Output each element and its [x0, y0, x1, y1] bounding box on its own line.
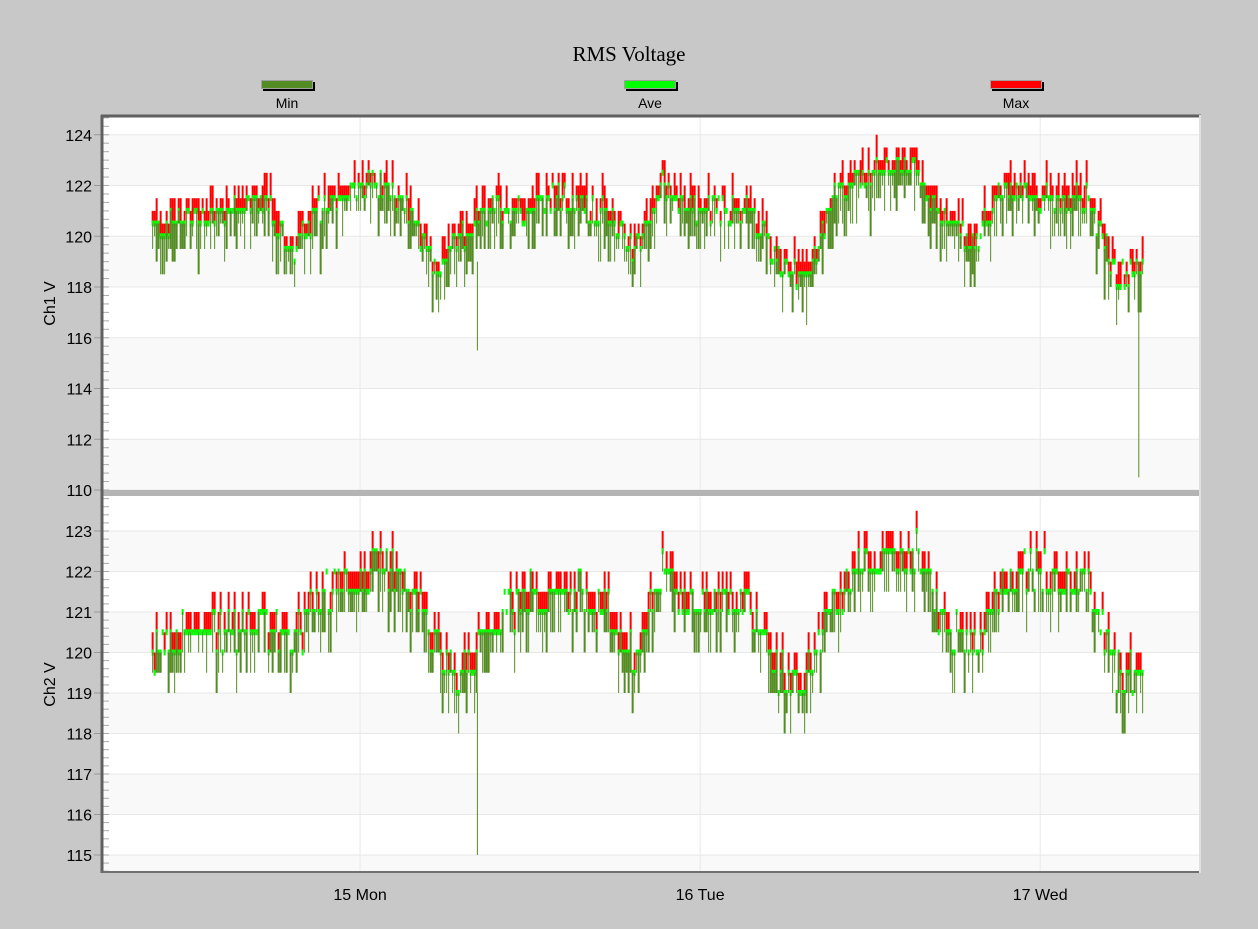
- panel-divider: [103, 490, 1200, 496]
- y-axis-label: Ch2 V: [42, 662, 59, 707]
- y-tick-label: 122: [65, 179, 92, 196]
- y-tick-label: 115: [66, 848, 92, 865]
- grid-band: [103, 337, 1200, 389]
- y-tick-label: 122: [65, 565, 92, 582]
- grid-band: [103, 439, 1200, 490]
- legend-item-max: Max: [986, 80, 1046, 111]
- grid-band: [103, 531, 1200, 572]
- y-tick-label: 119: [66, 686, 92, 703]
- y-tick-label: 110: [66, 483, 92, 500]
- grid-band: [103, 612, 1200, 653]
- y-tick-label: 116: [66, 807, 92, 824]
- legend-label-ave: Ave: [638, 95, 662, 111]
- legend-swatch-ave: [624, 80, 676, 89]
- y-axis-label: Ch1 V: [42, 281, 59, 326]
- x-tick-label: 17 Wed: [1013, 887, 1068, 904]
- y-tick-label: 124: [65, 128, 92, 145]
- x-tick-label: 15 Mon: [333, 887, 386, 904]
- chart-title: RMS Voltage: [572, 42, 686, 66]
- y-tick-label: 123: [65, 524, 92, 541]
- y-tick-label: 116: [66, 331, 92, 348]
- series-panel-2: [151, 510, 1144, 855]
- grid-band: [103, 134, 1200, 186]
- grid-band: [103, 773, 1200, 815]
- legend-swatch-max: [990, 80, 1042, 89]
- grid-band: [103, 693, 1200, 734]
- legend-label-min: Min: [275, 95, 299, 111]
- y-tick-label: 120: [65, 229, 92, 246]
- panel-2: 115 116 117 118 119 120 121 122 123 Ch2 V: [42, 497, 1200, 872]
- y-tick-label: 120: [65, 646, 92, 663]
- legend-item-min: Min: [257, 80, 317, 111]
- grid-band: [103, 854, 1200, 872]
- y-tick-label: 121: [65, 605, 92, 622]
- y-tick-label: 114: [66, 382, 92, 399]
- y-tick-label: 118: [66, 727, 92, 744]
- y-tick-label: 118: [66, 280, 92, 297]
- y-tick-label: 112: [66, 432, 92, 449]
- legend-item-ave: Ave: [620, 80, 680, 111]
- y-tick-label: 117: [66, 767, 92, 784]
- panel-1: 110 112 114 116 118 120 122 124 Ch1 V: [42, 117, 1200, 500]
- series-panel-1: [151, 134, 1144, 478]
- legend-swatch-min: [261, 80, 313, 89]
- x-tick-label: 16 Tue: [676, 887, 725, 904]
- legend-label-max: Max: [1002, 95, 1030, 111]
